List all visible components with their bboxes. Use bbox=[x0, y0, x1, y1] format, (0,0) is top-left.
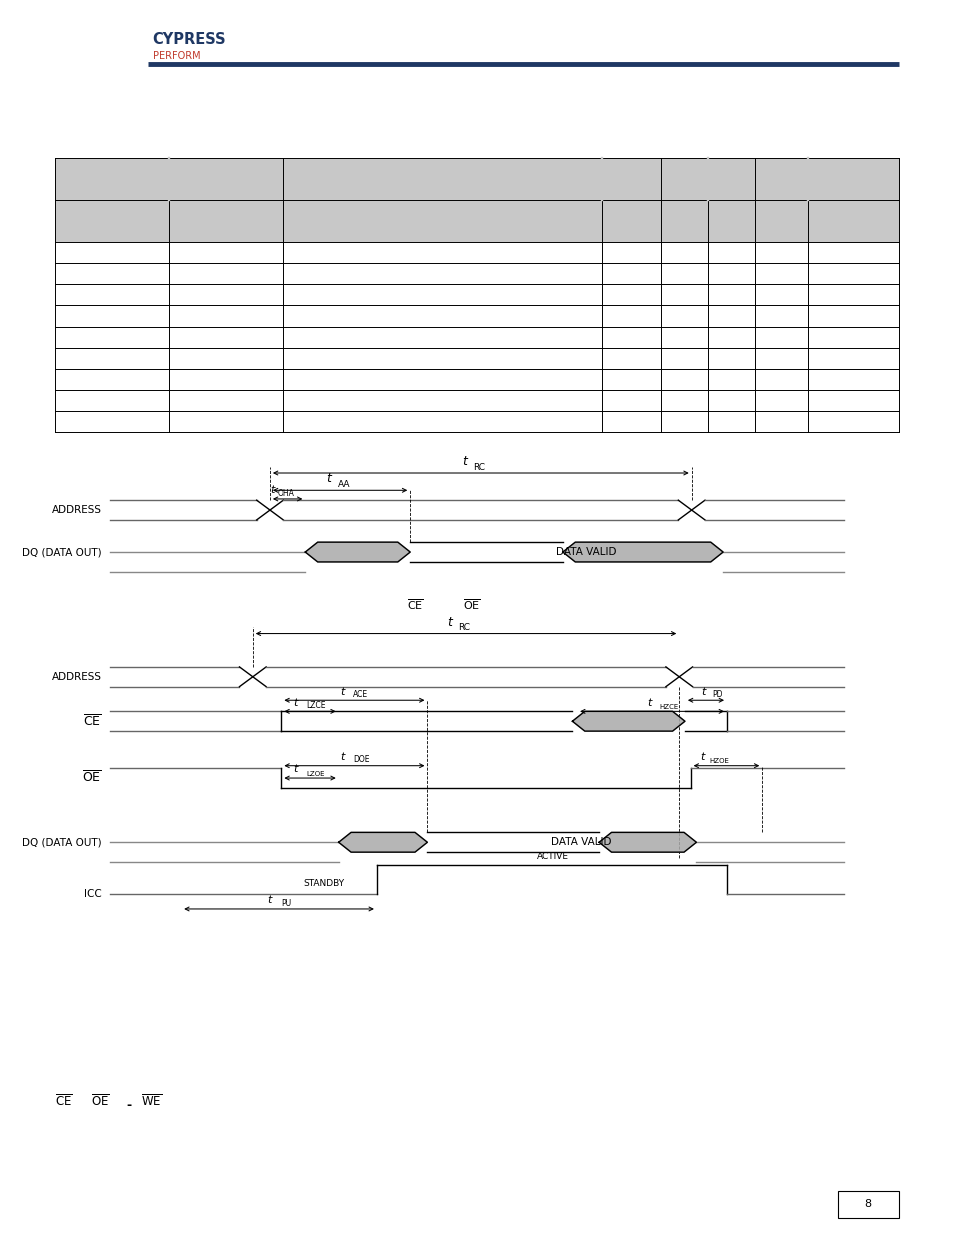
Text: AA: AA bbox=[337, 480, 351, 489]
Text: PD: PD bbox=[712, 690, 722, 699]
Text: LZCE: LZCE bbox=[306, 701, 325, 710]
Bar bbox=[837, 1191, 898, 1218]
Text: t: t bbox=[267, 895, 272, 905]
Bar bbox=[283, 158, 660, 200]
Text: $\overline{\mathrm{OE}}$: $\overline{\mathrm{OE}}$ bbox=[463, 598, 480, 613]
Text: PERFORM: PERFORM bbox=[152, 51, 200, 61]
Bar bbox=[55, 200, 898, 242]
Text: STANDBY: STANDBY bbox=[303, 879, 345, 888]
Text: t: t bbox=[446, 615, 452, 629]
Text: PU: PU bbox=[280, 899, 291, 908]
Text: OHA: OHA bbox=[277, 489, 294, 498]
Text: -: - bbox=[126, 1099, 131, 1112]
Text: t: t bbox=[325, 472, 331, 485]
Text: t: t bbox=[339, 687, 344, 697]
Text: CYPRESS: CYPRESS bbox=[152, 32, 226, 47]
Polygon shape bbox=[598, 832, 696, 852]
Text: LZOE: LZOE bbox=[306, 771, 324, 777]
Text: t: t bbox=[647, 698, 652, 708]
Text: t: t bbox=[461, 454, 466, 468]
Polygon shape bbox=[305, 542, 410, 562]
Text: DQ (DATA OUT): DQ (DATA OUT) bbox=[23, 837, 102, 847]
Text: $\overline{\mathrm{OE}}$: $\overline{\mathrm{OE}}$ bbox=[82, 771, 102, 785]
Text: $\overline{\mathrm{WE}}$: $\overline{\mathrm{WE}}$ bbox=[141, 1094, 162, 1109]
Text: DATA VALID: DATA VALID bbox=[555, 547, 616, 557]
Text: DOE: DOE bbox=[353, 756, 370, 764]
Bar bbox=[55, 158, 283, 200]
Text: $\overline{\mathrm{CE}}$: $\overline{\mathrm{CE}}$ bbox=[55, 1094, 72, 1109]
Text: t: t bbox=[270, 485, 274, 495]
Bar bbox=[755, 158, 898, 200]
Text: RC: RC bbox=[473, 463, 485, 472]
Text: DQ (DATA OUT): DQ (DATA OUT) bbox=[23, 547, 102, 557]
Text: $\overline{\mathrm{CE}}$: $\overline{\mathrm{CE}}$ bbox=[83, 714, 102, 729]
Text: ADDRESS: ADDRESS bbox=[52, 672, 102, 682]
Text: t: t bbox=[700, 752, 704, 762]
Text: DATA VALID: DATA VALID bbox=[550, 837, 611, 847]
Text: ICC: ICC bbox=[84, 889, 102, 899]
Text: RC: RC bbox=[457, 624, 470, 632]
Polygon shape bbox=[338, 832, 427, 852]
Text: t: t bbox=[293, 698, 297, 708]
Text: HZCE: HZCE bbox=[659, 704, 678, 710]
Text: HZOE: HZOE bbox=[709, 758, 729, 764]
Bar bbox=[660, 158, 755, 200]
Text: ACTIVE: ACTIVE bbox=[537, 852, 569, 861]
Polygon shape bbox=[562, 542, 722, 562]
Polygon shape bbox=[572, 711, 684, 731]
Text: ADDRESS: ADDRESS bbox=[52, 505, 102, 515]
Text: 8: 8 bbox=[863, 1199, 871, 1209]
Text: t: t bbox=[339, 752, 344, 762]
Text: t: t bbox=[700, 687, 705, 697]
Text: t: t bbox=[293, 764, 297, 774]
Text: $\overline{\mathrm{OE}}$: $\overline{\mathrm{OE}}$ bbox=[91, 1094, 110, 1109]
Text: ACE: ACE bbox=[352, 690, 367, 699]
Text: $\overline{\mathrm{CE}}$: $\overline{\mathrm{CE}}$ bbox=[406, 598, 423, 613]
